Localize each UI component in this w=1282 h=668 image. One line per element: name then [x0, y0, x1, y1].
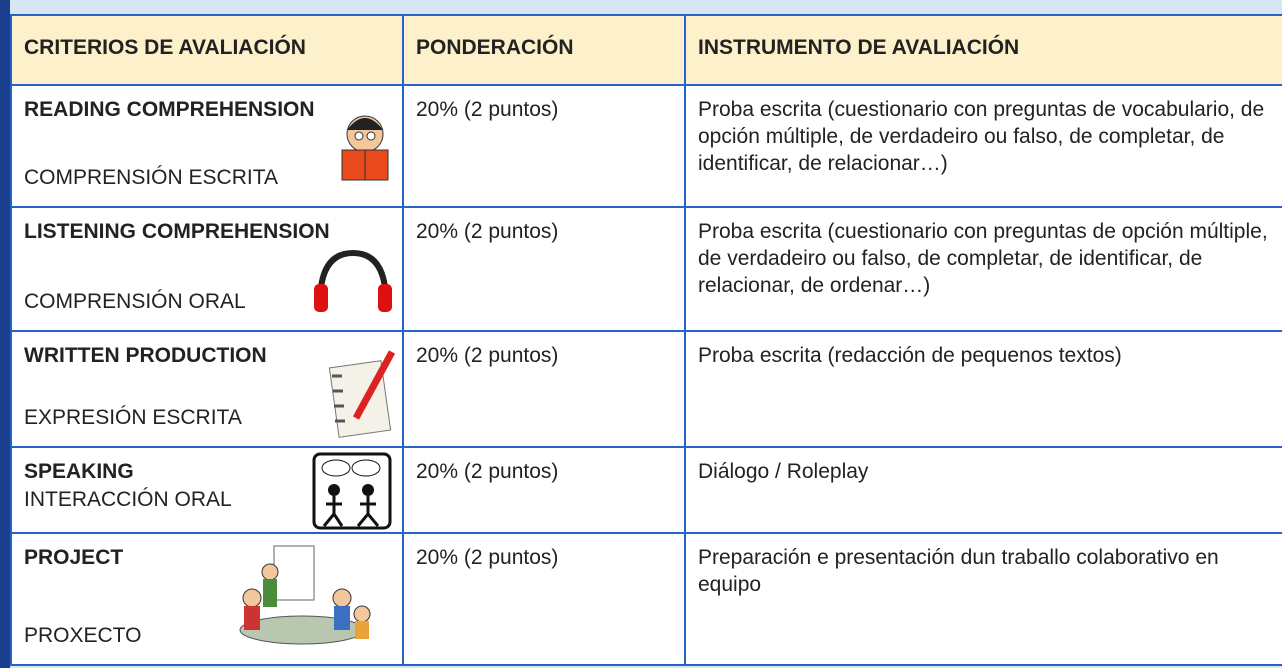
header-cell: INSTRUMENTO DE AVALIACIÓN — [684, 14, 1282, 86]
criteria-title: SPEAKING — [24, 460, 134, 483]
criteria-subtitle: PROXECTO — [24, 624, 142, 647]
header-cell: PONDERACIÓN — [402, 14, 686, 86]
criteria-subtitle: COMPRENSIÓN ESCRITA — [24, 166, 278, 189]
criteria-title: PROJECT — [24, 546, 124, 569]
instrument-cell: Proba escrita (cuestionario con pregunta… — [684, 84, 1282, 208]
weight-cell: 20% (2 puntos) — [402, 330, 686, 448]
criteria-cell: READING COMPREHENSION COMPRENSIÓN ESCRITA — [10, 84, 404, 208]
criteria-title: LISTENING COMPREHENSION — [24, 220, 330, 243]
instrument-cell: Diálogo / Roleplay — [684, 446, 1282, 534]
weight-cell: 20% (2 puntos) — [402, 206, 686, 332]
instrument-cell: Proba escrita (redacción de pequenos tex… — [684, 330, 1282, 448]
criteria-subtitle: EXPRESIÓN ESCRITA — [24, 406, 242, 429]
criteria-cell: WRITTEN PRODUCTION EXPRESIÓN ESCRITA — [10, 330, 404, 448]
criteria-title: WRITTEN PRODUCTION — [24, 344, 267, 367]
criteria-cell: PROJECT PROXECTO — [10, 532, 404, 666]
instrument-cell: Preparación e presentación dun traballo … — [684, 532, 1282, 666]
left-edge — [0, 0, 10, 668]
instrument-cell: Proba escrita (cuestionario con pregunta… — [684, 206, 1282, 332]
weight-cell: 20% (2 puntos) — [402, 84, 686, 208]
criteria-title: READING COMPREHENSION — [24, 98, 315, 121]
criteria-cell: SPEAKING INTERACCIÓN ORAL — [10, 446, 404, 534]
criteria-subtitle: INTERACCIÓN ORAL — [24, 488, 232, 511]
criteria-cell: LISTENING COMPREHENSION COMPRENSIÓN ORAL — [10, 206, 404, 332]
criteria-subtitle: COMPRENSIÓN ORAL — [24, 290, 246, 313]
weight-cell: 20% (2 puntos) — [402, 446, 686, 534]
header-cell: CRITERIOS DE AVALIACIÓN — [10, 14, 404, 86]
weight-cell: 20% (2 puntos) — [402, 532, 686, 666]
